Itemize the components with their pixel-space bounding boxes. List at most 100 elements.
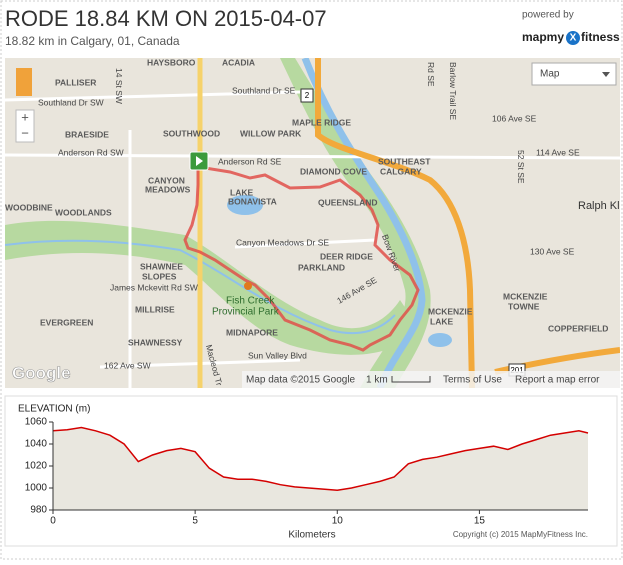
y-tick-label: 1020 bbox=[25, 461, 48, 472]
lake bbox=[428, 333, 452, 347]
scale-label: 1 km bbox=[366, 375, 388, 386]
report-link[interactable]: Report a map error bbox=[515, 375, 600, 386]
y-tick-label: 980 bbox=[30, 505, 47, 516]
brand[interactable]: mapmy bbox=[522, 30, 564, 44]
brand-icon bbox=[566, 31, 580, 45]
map-label: Anderson Rd SW bbox=[58, 147, 124, 157]
shield-label: 201 bbox=[510, 366, 524, 375]
map-label: EVERGREEN bbox=[40, 317, 93, 327]
road bbox=[5, 90, 620, 388]
map-label: BONAVISTA bbox=[228, 196, 277, 206]
creek bbox=[5, 239, 396, 335]
map-label: MAPLE RIDGE bbox=[292, 117, 351, 127]
map-type-label: Map bbox=[540, 69, 560, 80]
map-type-control[interactable] bbox=[531, 62, 617, 86]
map-label: MCKENZIE bbox=[428, 306, 473, 316]
brand: fitness bbox=[581, 30, 620, 44]
lake bbox=[227, 195, 263, 215]
map-label: PALLISER bbox=[55, 77, 96, 87]
subtitle: 18.82 km in Calgary, 01, Canada bbox=[5, 34, 180, 48]
map-label: MEADOWS bbox=[145, 184, 191, 194]
x-tick-label: 5 bbox=[192, 516, 198, 527]
title: RODE 18.84 KM ON 2015-04-07 bbox=[5, 6, 327, 31]
scale-bar bbox=[391, 376, 431, 383]
map-label: SOUTHEAST bbox=[378, 156, 431, 166]
map-label: Rd SE bbox=[426, 62, 436, 87]
x-tick-label: 15 bbox=[474, 516, 486, 527]
zoom-in[interactable]: + bbox=[21, 109, 29, 124]
map-label: 52 St SE bbox=[516, 150, 526, 184]
copyright: Copyright (c) 2015 MapMyFitness Inc. bbox=[453, 530, 588, 539]
shield bbox=[300, 88, 314, 103]
map-label: LAKE bbox=[430, 316, 453, 326]
shield-label: 2 bbox=[305, 91, 310, 100]
map-label: Provincial Park bbox=[212, 307, 280, 318]
powered-by: powered by bbox=[522, 10, 574, 21]
y-tick-label: 1000 bbox=[25, 483, 48, 494]
map-label: 106 Ave SE bbox=[492, 113, 537, 123]
map-label: TOWNE bbox=[508, 301, 540, 311]
river bbox=[301, 58, 426, 388]
map-label: Barlow Trail SE bbox=[448, 62, 458, 120]
map-label: SHAWNEE bbox=[140, 261, 183, 271]
y-tick-label: 1040 bbox=[25, 439, 48, 450]
map-label: LAKE bbox=[230, 187, 253, 197]
map-label: 162 Ave SW bbox=[104, 360, 151, 370]
map-label: James Mckevitt Rd SW bbox=[110, 282, 198, 292]
map-label: DEER RIDGE bbox=[320, 251, 373, 261]
x-axis-label: Kilometers bbox=[288, 530, 335, 541]
map-label: Sun Valley Blvd bbox=[248, 350, 307, 360]
map-label: COPPERFIELD bbox=[548, 323, 608, 333]
map-label: SHAWNESSY bbox=[128, 337, 183, 347]
brand: X bbox=[570, 33, 577, 44]
elevation-area bbox=[53, 427, 588, 510]
map-label: PARKLAND bbox=[298, 262, 345, 272]
map-label: MCKENZIE bbox=[503, 291, 548, 301]
park-icon bbox=[244, 282, 252, 290]
map-label: HAYSBORO bbox=[147, 57, 196, 67]
map-label: 114 Ave SE bbox=[536, 147, 580, 157]
elevation-line bbox=[52, 426, 589, 491]
park bbox=[280, 58, 431, 388]
google-logo[interactable]: Google bbox=[12, 363, 71, 383]
attribution-bar bbox=[242, 371, 620, 388]
map-label: Canyon Meadows Dr SE bbox=[236, 237, 329, 247]
route bbox=[183, 160, 420, 352]
map-label: WOODLANDS bbox=[55, 207, 112, 217]
map-label: SLOPES bbox=[142, 271, 177, 281]
map-label: CALGARY bbox=[380, 166, 422, 176]
zoom-control bbox=[15, 109, 35, 143]
map-label: SOUTHWOOD bbox=[163, 128, 220, 138]
terms-link[interactable]: Terms of Use bbox=[443, 375, 502, 386]
map-label: Fish Creek bbox=[226, 296, 275, 307]
highway bbox=[315, 58, 475, 388]
attribution: Map data ©2015 Google bbox=[246, 375, 356, 386]
dropdown-arrow bbox=[602, 72, 610, 77]
park bbox=[5, 220, 420, 355]
map-label: DIAMOND COVE bbox=[300, 166, 367, 176]
map-label: ACADIA bbox=[222, 57, 255, 67]
map-label: Southland Dr SE bbox=[232, 85, 296, 95]
map-label: 130 Ave SE bbox=[530, 246, 575, 256]
chart-title: ELEVATION (m) bbox=[18, 404, 90, 415]
map-label: MILLRISE bbox=[135, 304, 175, 314]
map-label: CANYON bbox=[148, 175, 185, 185]
map-label: QUEENSLAND bbox=[318, 197, 378, 207]
start-icon bbox=[196, 156, 203, 166]
x-tick-label: 10 bbox=[332, 516, 344, 527]
map[interactable]: 2 201 HAYSBORO ACADIA PALLISER Southland… bbox=[5, 57, 623, 388]
map-label: Anderson Rd SE bbox=[218, 156, 282, 166]
map-label: WILLOW PARK bbox=[240, 128, 302, 138]
map-label: Ralph Kle bbox=[578, 200, 623, 212]
pegman[interactable] bbox=[16, 68, 32, 96]
map-label: WOODBINE bbox=[5, 202, 53, 212]
map-label: Southland Dr SW bbox=[38, 97, 104, 107]
zoom-out[interactable]: − bbox=[21, 125, 29, 140]
map-label: BRAESIDE bbox=[65, 129, 109, 139]
map-label: 14 St SW bbox=[114, 68, 124, 104]
map-label: MIDNAPORE bbox=[226, 327, 278, 337]
y-tick-label: 1060 bbox=[25, 417, 48, 428]
